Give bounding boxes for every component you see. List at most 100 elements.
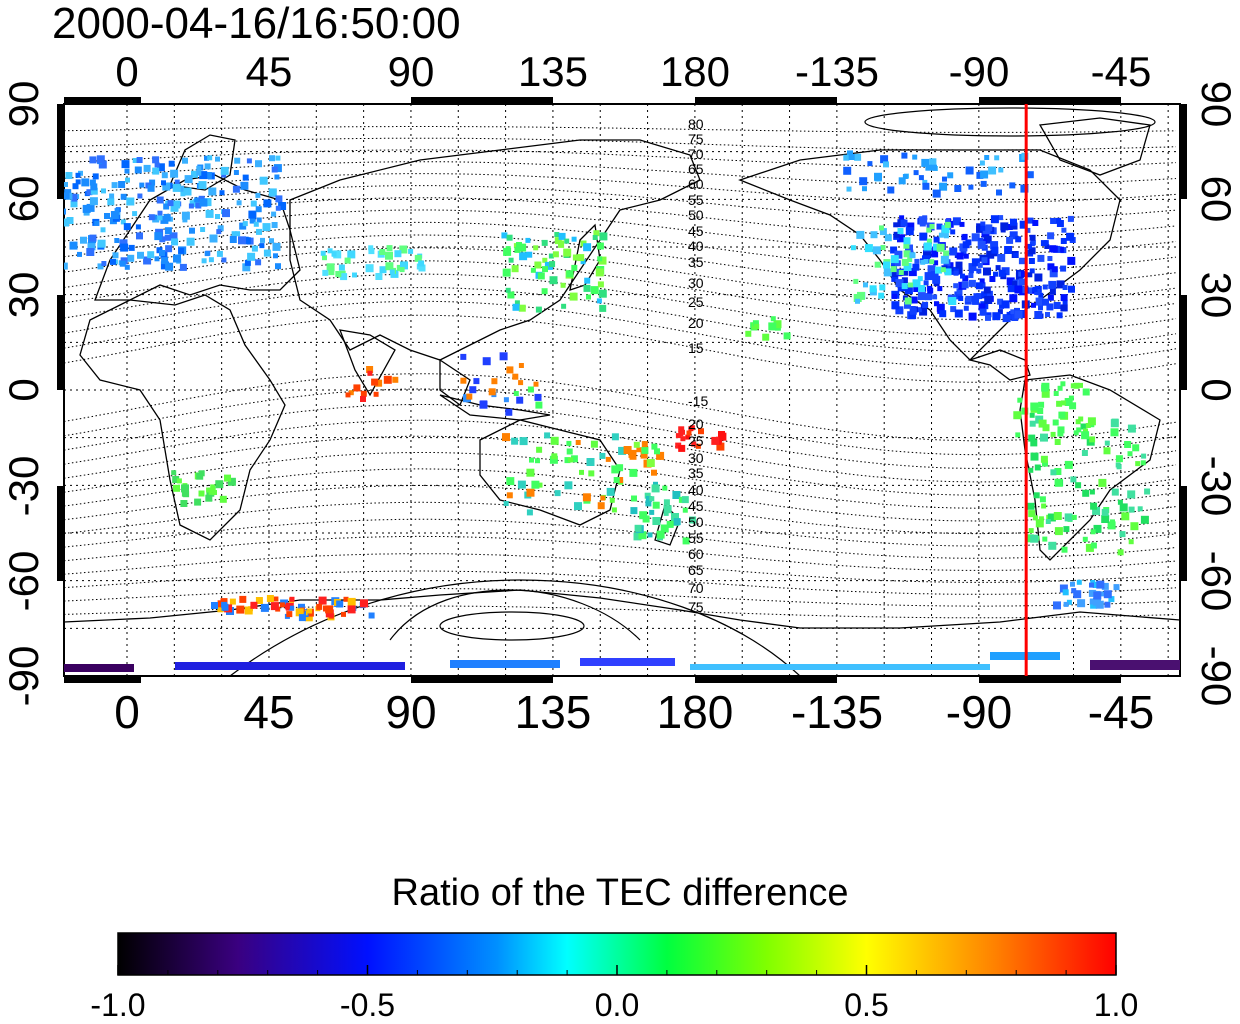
tec-point — [956, 288, 963, 295]
polar-strip — [690, 664, 990, 670]
tec-point — [134, 166, 142, 174]
tec-point — [89, 156, 97, 164]
bottom-lon-label: -45 — [1088, 686, 1154, 738]
tec-point — [97, 263, 104, 270]
tec-point — [154, 162, 160, 168]
bottom-axis-bars — [64, 676, 1121, 683]
tec-point — [248, 210, 257, 219]
top-longitude-labels: 0 45 90 135 180 -135 -90 -45 — [115, 48, 1151, 95]
tec-point — [1090, 542, 1097, 549]
contour-line — [64, 535, 1177, 571]
tec-point — [633, 441, 640, 448]
tec-point — [917, 276, 923, 282]
tec-point — [124, 168, 130, 174]
tec-point — [320, 250, 326, 256]
tec-point — [161, 172, 168, 179]
tec-point — [400, 261, 408, 270]
tec-point — [872, 246, 881, 255]
tec-point — [157, 210, 163, 216]
tec-point — [65, 172, 73, 179]
tec-point — [1029, 234, 1036, 241]
tec-point — [645, 500, 652, 507]
tec-point — [770, 316, 776, 322]
tec-point — [1085, 543, 1094, 552]
contour-label: 30 — [688, 450, 704, 466]
tec-point — [75, 172, 81, 178]
tec-point — [209, 234, 218, 243]
contour-line — [64, 435, 1177, 496]
tec-point — [221, 172, 227, 178]
tec-point — [125, 177, 130, 183]
tec-point — [1030, 452, 1039, 461]
tec-point — [652, 517, 661, 525]
tec-point — [240, 181, 249, 190]
tec-point — [593, 230, 600, 237]
tec-point — [855, 298, 860, 304]
tec-point — [322, 269, 329, 276]
tec-point — [564, 481, 573, 490]
tec-point — [255, 160, 262, 168]
tec-point — [1078, 382, 1083, 388]
tec-point — [711, 436, 720, 445]
contour-label: 50 — [688, 514, 704, 530]
tec-point — [164, 234, 171, 241]
tec-point — [224, 474, 231, 482]
tec-point — [887, 186, 895, 194]
tec-point — [1014, 285, 1023, 294]
contour-label: 70 — [688, 580, 704, 596]
tec-point — [980, 221, 986, 227]
tec-point — [1064, 513, 1073, 522]
tec-point — [948, 297, 957, 305]
tec-point — [1093, 591, 1102, 600]
tec-point — [149, 179, 156, 186]
tec-point — [1041, 389, 1050, 398]
tec-point — [1124, 441, 1132, 448]
tec-point — [542, 257, 548, 263]
tec-point — [81, 178, 90, 187]
tec-point — [1007, 285, 1015, 293]
tec-point — [94, 220, 100, 226]
tec-point — [990, 241, 999, 250]
tec-point — [271, 166, 278, 173]
tec-point — [980, 225, 986, 231]
tec-point — [164, 227, 172, 235]
tec-point — [109, 193, 115, 199]
tec-point — [671, 513, 679, 521]
tec-point — [227, 477, 236, 486]
tec-point — [623, 446, 632, 454]
contour-line — [64, 452, 1177, 509]
tec-point — [932, 275, 941, 284]
tec-point — [286, 611, 293, 618]
tec-point — [1054, 527, 1063, 536]
tec-point — [389, 269, 395, 275]
tec-point — [647, 532, 653, 538]
tec-point — [385, 251, 393, 260]
tec-point — [1060, 381, 1066, 387]
tec-point — [360, 390, 367, 397]
tec-point — [549, 261, 556, 268]
tec-point — [595, 268, 604, 277]
tec-point — [931, 164, 937, 171]
tec-point — [275, 195, 283, 203]
tec-point — [1047, 232, 1055, 240]
tec-point — [1035, 519, 1044, 528]
tec-point — [863, 282, 868, 288]
tec-point — [526, 509, 533, 516]
tec-point — [947, 172, 954, 179]
tec-point — [925, 164, 932, 171]
tec-point — [981, 257, 988, 264]
tec-point — [507, 291, 515, 299]
tec-point — [1066, 599, 1072, 605]
tec-point — [1038, 516, 1044, 522]
tec-point — [944, 221, 951, 228]
tec-point — [169, 232, 178, 241]
contour-line — [64, 373, 1177, 442]
tec-point — [163, 203, 170, 210]
tec-point — [985, 224, 993, 232]
tec-point — [1028, 510, 1036, 518]
tec-point — [340, 273, 348, 281]
tec-point — [506, 477, 515, 486]
tec-point — [588, 470, 595, 477]
bottom-lon-label: 180 — [657, 686, 734, 738]
